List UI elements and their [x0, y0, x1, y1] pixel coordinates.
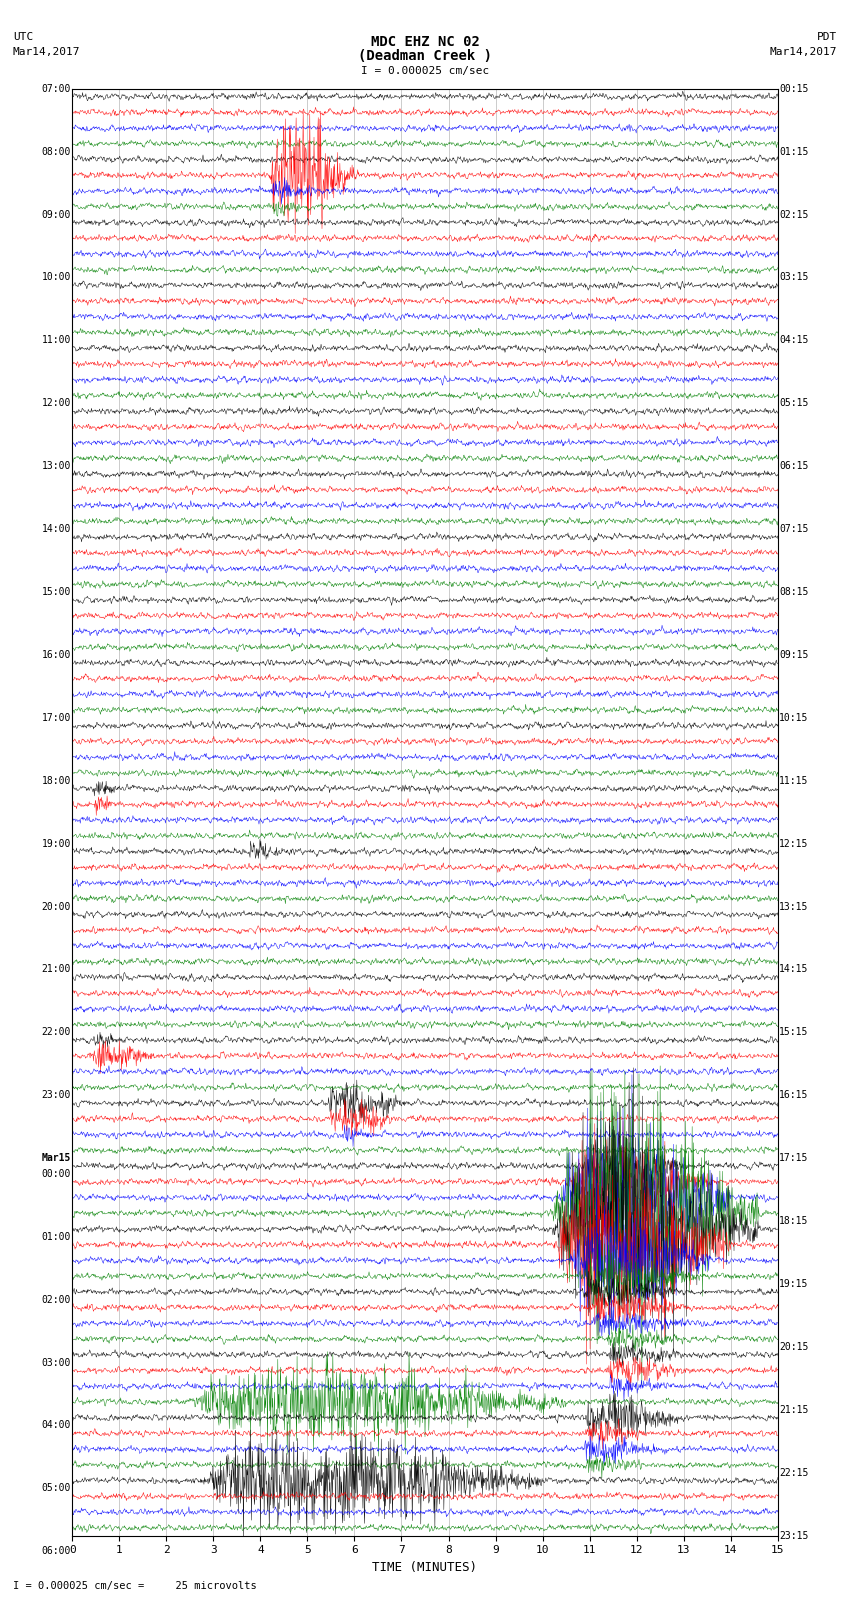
Text: 17:00: 17:00: [42, 713, 71, 723]
Text: 00:15: 00:15: [779, 84, 808, 94]
Text: 13:00: 13:00: [42, 461, 71, 471]
Text: Mar15: Mar15: [42, 1153, 71, 1163]
Text: 23:00: 23:00: [42, 1090, 71, 1100]
Text: 21:15: 21:15: [779, 1405, 808, 1415]
Text: 21:00: 21:00: [42, 965, 71, 974]
Text: 10:15: 10:15: [779, 713, 808, 723]
Text: 02:15: 02:15: [779, 210, 808, 219]
Text: 16:00: 16:00: [42, 650, 71, 660]
Text: 04:15: 04:15: [779, 336, 808, 345]
Text: 01:00: 01:00: [42, 1232, 71, 1242]
Text: 15:15: 15:15: [779, 1027, 808, 1037]
Text: 03:15: 03:15: [779, 273, 808, 282]
Text: MDC EHZ NC 02: MDC EHZ NC 02: [371, 35, 479, 48]
Text: I = 0.000025 cm/sec =     25 microvolts: I = 0.000025 cm/sec = 25 microvolts: [13, 1581, 257, 1590]
Text: 16:15: 16:15: [779, 1090, 808, 1100]
Text: 22:15: 22:15: [779, 1468, 808, 1478]
Text: 19:15: 19:15: [779, 1279, 808, 1289]
Text: 23:15: 23:15: [779, 1531, 808, 1540]
Text: 05:00: 05:00: [42, 1484, 71, 1494]
Text: 11:00: 11:00: [42, 336, 71, 345]
Text: 14:15: 14:15: [779, 965, 808, 974]
Text: 04:00: 04:00: [42, 1421, 71, 1431]
Text: 20:00: 20:00: [42, 902, 71, 911]
Text: 09:15: 09:15: [779, 650, 808, 660]
Text: 22:00: 22:00: [42, 1027, 71, 1037]
Text: 10:00: 10:00: [42, 273, 71, 282]
Text: 02:00: 02:00: [42, 1295, 71, 1305]
Text: I = 0.000025 cm/sec: I = 0.000025 cm/sec: [361, 66, 489, 76]
Text: PDT: PDT: [817, 32, 837, 42]
Text: 08:15: 08:15: [779, 587, 808, 597]
Text: 05:15: 05:15: [779, 398, 808, 408]
Text: 12:15: 12:15: [779, 839, 808, 848]
X-axis label: TIME (MINUTES): TIME (MINUTES): [372, 1561, 478, 1574]
Text: 00:00: 00:00: [42, 1169, 71, 1179]
Text: 03:00: 03:00: [42, 1358, 71, 1368]
Text: Mar14,2017: Mar14,2017: [13, 47, 80, 56]
Text: 14:00: 14:00: [42, 524, 71, 534]
Text: Mar14,2017: Mar14,2017: [770, 47, 837, 56]
Text: 15:00: 15:00: [42, 587, 71, 597]
Text: 06:00: 06:00: [42, 1547, 71, 1557]
Text: 09:00: 09:00: [42, 210, 71, 219]
Text: 06:15: 06:15: [779, 461, 808, 471]
Text: 07:15: 07:15: [779, 524, 808, 534]
Text: 07:00: 07:00: [42, 84, 71, 94]
Text: 08:00: 08:00: [42, 147, 71, 156]
Text: 01:15: 01:15: [779, 147, 808, 156]
Text: 13:15: 13:15: [779, 902, 808, 911]
Text: 20:15: 20:15: [779, 1342, 808, 1352]
Text: 18:15: 18:15: [779, 1216, 808, 1226]
Text: 19:00: 19:00: [42, 839, 71, 848]
Text: 12:00: 12:00: [42, 398, 71, 408]
Text: UTC: UTC: [13, 32, 33, 42]
Text: (Deadman Creek ): (Deadman Creek ): [358, 50, 492, 63]
Text: 17:15: 17:15: [779, 1153, 808, 1163]
Text: 11:15: 11:15: [779, 776, 808, 786]
Text: 18:00: 18:00: [42, 776, 71, 786]
